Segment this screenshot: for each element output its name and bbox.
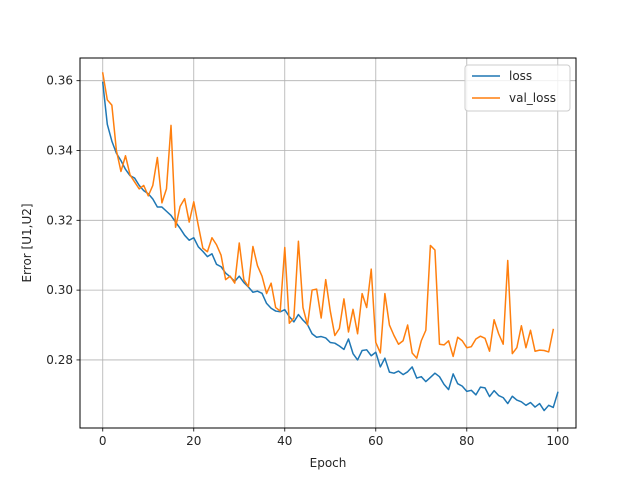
y-tick-label: 0.36	[46, 74, 73, 88]
x-tick-label: 0	[99, 434, 107, 448]
series-line-loss	[101, 81, 559, 412]
series-line-val-loss	[101, 72, 555, 359]
plot-area	[80, 58, 576, 428]
y-tick-label: 0.34	[46, 144, 73, 158]
x-tick-label: 60	[368, 434, 383, 448]
series-lines	[101, 72, 559, 412]
axis-ticks: 0 20 40 60 80 100 0.28 0.30 0.32 0.34 0.36	[46, 74, 569, 448]
y-tick-label: 0.30	[46, 283, 73, 297]
x-tick-label: 20	[186, 434, 201, 448]
x-tick-label: 40	[277, 434, 292, 448]
plot-frame	[79, 57, 577, 429]
x-tick-label: 100	[546, 434, 569, 448]
legend-label-val-loss: val_loss	[509, 91, 556, 105]
y-tick-label: 0.28	[46, 353, 73, 367]
legend: loss val_loss	[464, 64, 571, 112]
y-tick-label: 0.32	[46, 213, 73, 227]
x-tick-label: 80	[459, 434, 474, 448]
y-axis-label: Error [U1,U2]	[20, 203, 34, 282]
x-axis-label: Epoch	[310, 456, 347, 470]
legend-label-loss: loss	[509, 69, 532, 83]
